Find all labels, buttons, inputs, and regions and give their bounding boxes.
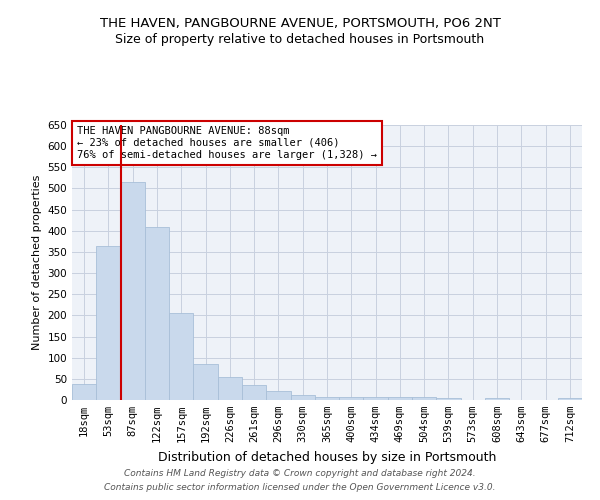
Bar: [193, 364, 218, 400]
Text: THE HAVEN, PANGBOURNE AVENUE, PORTSMOUTH, PO6 2NT: THE HAVEN, PANGBOURNE AVENUE, PORTSMOUTH…: [100, 18, 500, 30]
Bar: [364, 396, 388, 400]
Bar: [412, 396, 436, 400]
Bar: [485, 398, 509, 400]
Bar: [72, 384, 96, 400]
Text: THE HAVEN PANGBOURNE AVENUE: 88sqm
← 23% of detached houses are smaller (406)
76: THE HAVEN PANGBOURNE AVENUE: 88sqm ← 23%…: [77, 126, 377, 160]
Text: Contains public sector information licensed under the Open Government Licence v3: Contains public sector information licen…: [104, 484, 496, 492]
Bar: [169, 314, 193, 400]
Bar: [266, 390, 290, 400]
Bar: [145, 226, 169, 400]
Y-axis label: Number of detached properties: Number of detached properties: [32, 175, 42, 350]
Bar: [96, 246, 121, 400]
Text: Size of property relative to detached houses in Portsmouth: Size of property relative to detached ho…: [115, 32, 485, 46]
Bar: [290, 395, 315, 400]
Text: Contains HM Land Registry data © Crown copyright and database right 2024.: Contains HM Land Registry data © Crown c…: [124, 468, 476, 477]
Bar: [218, 376, 242, 400]
Bar: [315, 396, 339, 400]
Bar: [121, 182, 145, 400]
Bar: [558, 398, 582, 400]
Bar: [339, 396, 364, 400]
Bar: [242, 385, 266, 400]
X-axis label: Distribution of detached houses by size in Portsmouth: Distribution of detached houses by size …: [158, 450, 496, 464]
Bar: [388, 396, 412, 400]
Bar: [436, 398, 461, 400]
